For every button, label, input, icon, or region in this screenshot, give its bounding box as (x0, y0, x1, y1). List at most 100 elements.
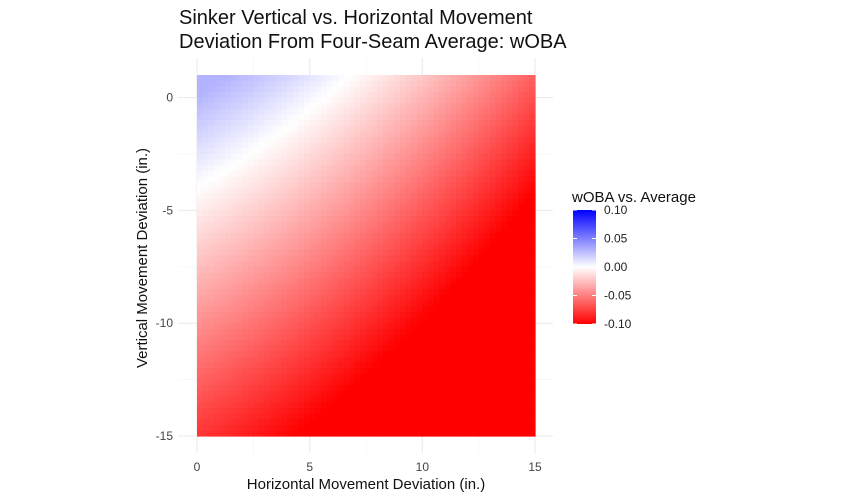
heatmap-cell (202, 159, 209, 166)
heatmap-cell (506, 340, 514, 347)
heatmap-cell (360, 272, 367, 279)
heatmap-cell (366, 193, 373, 200)
heatmap-cell (382, 362, 390, 369)
heatmap-cell (439, 137, 446, 144)
heatmap-cell (512, 311, 519, 319)
heatmap-cell (399, 334, 407, 341)
heatmap-cell (197, 182, 204, 189)
heatmap-cell (242, 373, 249, 381)
heatmap-cell (213, 108, 221, 116)
heatmap-cell (399, 328, 407, 336)
heatmap-cell (382, 232, 390, 240)
heatmap-cell (416, 357, 423, 364)
heatmap-cell (281, 300, 288, 307)
heatmap-cell (225, 278, 232, 285)
heatmap-cell (506, 249, 514, 257)
heatmap-cell (275, 345, 283, 352)
heatmap-cell (242, 199, 249, 206)
heatmap-cell (433, 103, 440, 110)
heatmap-cell (213, 199, 221, 206)
heatmap-cell (411, 368, 418, 375)
heatmap-cell (371, 311, 378, 319)
heatmap-cell (236, 255, 243, 262)
heatmap-cell (529, 142, 536, 149)
heatmap-cell (484, 328, 491, 336)
heatmap-cell (405, 261, 412, 268)
heatmap-cell (343, 159, 350, 166)
heatmap-cell (292, 311, 299, 319)
heatmap-cell (439, 170, 446, 178)
heatmap-cell (523, 80, 530, 87)
heatmap-cell (360, 311, 367, 319)
heatmap-cell (416, 407, 423, 415)
heatmap-cell (484, 176, 491, 183)
heatmap-cell (518, 351, 525, 358)
heatmap-cell (416, 97, 423, 104)
heatmap-cell (320, 373, 328, 381)
heatmap-cell (236, 430, 243, 437)
heatmap-cell (478, 176, 485, 183)
heatmap-cell (416, 345, 423, 352)
heatmap-cell (354, 137, 361, 144)
heatmap-cell (456, 227, 463, 234)
heatmap-cell (512, 170, 519, 178)
heatmap-cell (354, 278, 361, 285)
heatmap-cell (394, 368, 401, 375)
heatmap-cell (450, 272, 457, 279)
heatmap-cell (523, 165, 530, 172)
heatmap-cell (202, 340, 209, 347)
heatmap-cell (292, 283, 299, 290)
heatmap-cell (304, 86, 311, 93)
heatmap-cell (247, 340, 254, 347)
heatmap-cell (427, 430, 435, 437)
heatmap-cell (298, 193, 305, 200)
heatmap-cell (349, 402, 356, 409)
heatmap-cell (366, 340, 373, 347)
heatmap-cell (377, 75, 384, 82)
heatmap-cell (506, 142, 514, 149)
heatmap-cell (506, 255, 514, 262)
heatmap-cell (394, 266, 401, 274)
heatmap-cell (270, 306, 277, 313)
heatmap-cell (416, 278, 423, 285)
heatmap-cell (315, 390, 322, 398)
heatmap-cell (343, 204, 350, 211)
heatmap-cell (247, 334, 254, 341)
heatmap-cell (439, 419, 446, 426)
heatmap-cell (456, 345, 463, 352)
heatmap-cell (264, 238, 271, 245)
heatmap-cell (461, 340, 468, 347)
heatmap-cell (242, 86, 249, 93)
heatmap-cell (484, 221, 491, 228)
heatmap-cell (349, 272, 356, 279)
heatmap-cell (461, 306, 468, 313)
heatmap-cell (394, 345, 401, 352)
heatmap-cell (433, 300, 440, 307)
heatmap-cell (337, 114, 345, 121)
heatmap-cell (343, 323, 350, 330)
heatmap-cell (518, 97, 525, 104)
heatmap-cell (478, 351, 485, 358)
heatmap-cell (337, 311, 345, 319)
heatmap-cell (247, 266, 254, 274)
heatmap-cell (450, 368, 457, 375)
heatmap-cell (405, 210, 412, 217)
heatmap-cell (320, 153, 328, 161)
heatmap-cell (208, 362, 215, 369)
heatmap-cell (388, 86, 395, 93)
heatmap-cell (501, 357, 508, 364)
heatmap-cell (506, 108, 514, 116)
heatmap-cell (332, 357, 339, 364)
heatmap-cell (433, 86, 440, 93)
heatmap-cell (461, 221, 468, 228)
heatmap-cell (450, 193, 457, 200)
heatmap-cell (332, 232, 339, 240)
heatmap-cell (270, 80, 277, 87)
heatmap-cell (382, 125, 390, 133)
heatmap-cell (343, 289, 350, 296)
heatmap-cell (495, 402, 502, 409)
heatmap-cell (360, 407, 367, 415)
heatmap-cell (478, 170, 485, 178)
heatmap-cell (208, 289, 215, 296)
heatmap-cell (427, 424, 435, 431)
